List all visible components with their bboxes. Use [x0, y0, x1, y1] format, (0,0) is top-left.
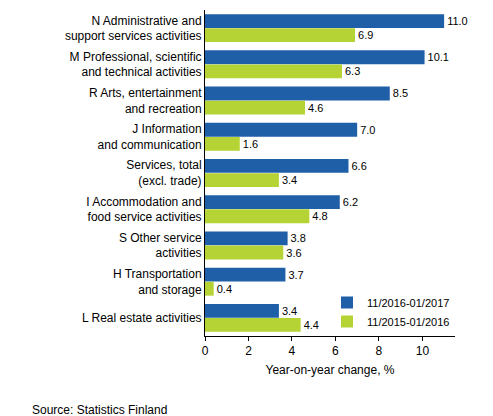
svg-text:0: 0 — [202, 344, 209, 358]
svg-text:6.9: 6.9 — [358, 29, 373, 41]
svg-text:N Administrative andsupport se: N Administrative andsupport services act… — [65, 14, 202, 44]
svg-text:6: 6 — [332, 344, 339, 358]
svg-text:7.0: 7.0 — [360, 124, 375, 136]
svg-text:J Informationand communication: J Informationand communication — [98, 122, 202, 152]
svg-text:8.5: 8.5 — [393, 87, 408, 99]
svg-text:6.6: 6.6 — [351, 160, 366, 172]
svg-text:3.7: 3.7 — [288, 269, 303, 281]
svg-text:11/2015-01/2016: 11/2015-01/2016 — [367, 316, 449, 328]
svg-text:6.3: 6.3 — [345, 65, 360, 77]
svg-text:I Accommodation andfood servic: I Accommodation andfood service activiti… — [86, 195, 201, 225]
svg-text:H Transportationand storage: H Transportationand storage — [113, 267, 202, 297]
svg-text:3.6: 3.6 — [286, 247, 301, 259]
svg-text:8: 8 — [376, 344, 383, 358]
svg-text:11/2016-01/2017: 11/2016-01/2017 — [367, 297, 449, 309]
svg-text:4.8: 4.8 — [312, 210, 327, 222]
svg-text:0.4: 0.4 — [217, 283, 232, 295]
svg-text:3.4: 3.4 — [282, 174, 297, 186]
svg-text:3.8: 3.8 — [291, 232, 306, 244]
svg-text:1.6: 1.6 — [243, 138, 258, 150]
svg-text:L Real estate activities: L Real estate activities — [82, 311, 202, 325]
svg-text:M Professional, scientificand: M Professional, scientificand technical … — [70, 50, 202, 80]
svg-text:4: 4 — [289, 344, 296, 358]
svg-text:10.1: 10.1 — [428, 51, 449, 63]
svg-text:S Other serviceactivities: S Other serviceactivities — [119, 231, 202, 261]
svg-text:10: 10 — [416, 344, 430, 358]
svg-text:Source: Statistics Finland: Source: Statistics Finland — [32, 403, 167, 416]
svg-text:11.0: 11.0 — [447, 15, 468, 27]
svg-text:4.4: 4.4 — [304, 319, 319, 331]
svg-text:Year-on-year change, %: Year-on-year change, % — [266, 363, 395, 377]
svg-text:R Arts, entertainmentand recre: R Arts, entertainmentand recreation — [89, 86, 202, 116]
svg-text:6.2: 6.2 — [343, 196, 358, 208]
svg-text:Services, total(excl. trade): Services, total(excl. trade) — [126, 158, 201, 188]
svg-text:4.6: 4.6 — [308, 102, 323, 114]
svg-text:3.4: 3.4 — [282, 305, 297, 317]
svg-text:2: 2 — [245, 344, 252, 358]
